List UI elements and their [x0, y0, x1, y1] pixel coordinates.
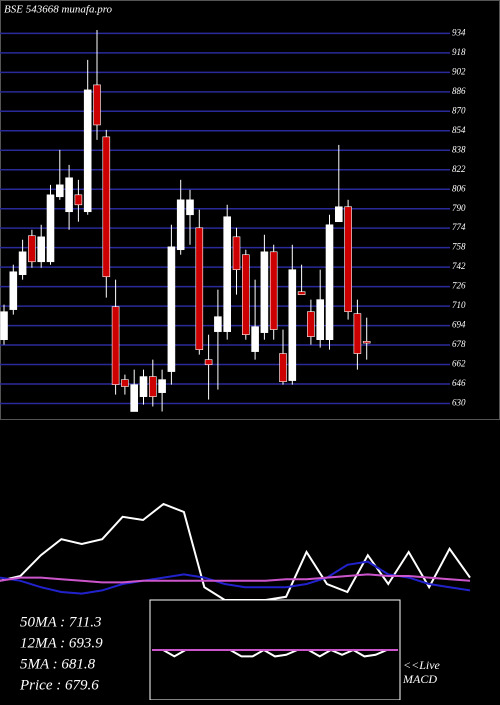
candle-body	[242, 254, 250, 335]
candle-body	[260, 251, 269, 333]
candle-body	[176, 199, 185, 251]
candle-body	[288, 269, 297, 381]
y-tick-label: 758	[452, 242, 466, 252]
y-tick-label: 790	[452, 203, 466, 213]
candle-body	[186, 199, 194, 216]
candle-body	[121, 379, 129, 387]
candle-body	[0, 311, 8, 340]
candle-body	[214, 316, 222, 332]
candle-body	[353, 313, 362, 354]
y-tick-label: 694	[452, 320, 466, 330]
y-tick-label: 678	[452, 339, 466, 349]
candle-body	[334, 206, 343, 223]
y-tick-label: 918	[452, 47, 466, 57]
macd-label: MACD	[402, 672, 437, 686]
y-tick-label: 934	[452, 27, 466, 37]
candle-body	[344, 206, 352, 312]
ma-label: 12MA : 693.9	[20, 635, 103, 651]
y-tick-label: 822	[452, 164, 466, 174]
macd-label: <<Live	[403, 658, 441, 672]
candle-body	[83, 89, 92, 213]
ma-label: Price : 679.6	[19, 677, 99, 693]
candle-body	[204, 359, 213, 365]
candle-body	[158, 379, 166, 393]
candle-body	[46, 194, 55, 263]
y-tick-label: 886	[452, 86, 466, 96]
y-tick-label: 774	[452, 222, 466, 232]
candle-body	[307, 311, 315, 337]
candle-body	[111, 306, 120, 385]
chart-title: BSE 543668 munafa.pro	[4, 4, 113, 16]
candle-body	[130, 384, 138, 412]
y-tick-label: 806	[452, 183, 466, 193]
indicator-line	[0, 560, 471, 595]
candle-body	[232, 236, 241, 270]
candle-body	[316, 299, 325, 340]
candle-body	[167, 246, 176, 372]
candle-body	[297, 291, 306, 295]
candle-body	[55, 184, 64, 198]
y-tick-label: 662	[452, 359, 466, 369]
candle-body	[28, 235, 36, 263]
candle-body	[362, 341, 371, 344]
candle-body	[279, 353, 287, 382]
candle-body	[139, 376, 148, 397]
candle-body	[93, 84, 101, 126]
y-tick-label: 630	[452, 398, 466, 408]
ma-panel	[0, 600, 150, 700]
y-tick-label: 710	[452, 300, 466, 310]
ma-label: 50MA : 711.3	[20, 614, 102, 630]
indicator-line	[0, 573, 471, 584]
candle-body	[325, 224, 334, 340]
candle-body	[149, 376, 157, 397]
y-tick-label: 854	[452, 125, 466, 135]
y-tick-label: 646	[452, 378, 466, 388]
y-tick-label: 870	[452, 105, 466, 115]
y-tick-label: 902	[452, 66, 466, 76]
candle-body	[37, 236, 46, 263]
y-tick-label: 742	[452, 261, 466, 271]
y-tick-label: 838	[452, 144, 466, 154]
candle-body	[195, 227, 204, 350]
candle-body	[74, 194, 83, 206]
candle-body	[65, 177, 73, 213]
candle-body	[9, 271, 18, 310]
y-tick-label: 726	[452, 281, 466, 291]
ma-label: 5MA : 681.8	[20, 656, 96, 672]
candle-body	[102, 136, 111, 278]
candle-body	[251, 326, 259, 352]
candle-body	[18, 251, 27, 275]
candle-body	[223, 216, 231, 332]
candle-body	[269, 251, 278, 330]
